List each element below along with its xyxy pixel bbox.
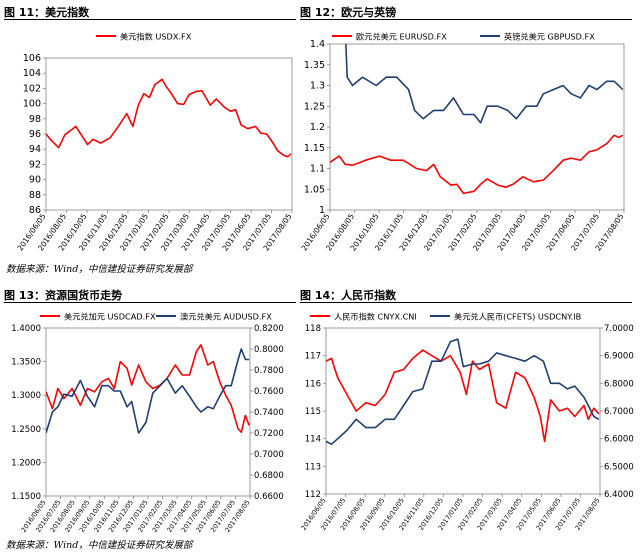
plot-frame	[45, 57, 293, 211]
rmb-index-chart: 112 113 114 115 116 117 118 6.4000 6.5000 6.6000 6…	[300, 312, 634, 532]
y2-tick-label: 6.8000	[604, 379, 634, 389]
y2-tick-label: 0.7000	[254, 450, 284, 460]
y-tick-label: 98	[29, 114, 41, 125]
series-line-1	[345, 44, 624, 124]
legend-label-1: 美元兑人民币(CFETS) USDCNY.IB	[454, 312, 582, 322]
y-tick-label: 96	[29, 129, 41, 140]
y2-tick-label: 0.7200	[254, 429, 284, 439]
y-tick-label: 90	[29, 175, 41, 186]
y2-tick-label: 0.6600	[254, 492, 284, 502]
legend-label-0: 人民币指数 CNYX.CNI	[334, 312, 417, 322]
series-line-0	[46, 78, 292, 158]
figure-14-rule	[300, 302, 632, 303]
y-tick-label: 1.2500	[11, 425, 41, 435]
eur-gbp-chart: 11.051.11.151.21.251.31.351.42016/06/052…	[299, 32, 625, 253]
y-tick-label: 1.2	[310, 122, 325, 133]
y2-tick-label: 0.7400	[254, 408, 284, 418]
y-tick-label: 1.1	[310, 164, 325, 175]
y-tick-label: 116	[305, 379, 321, 389]
y-tick-label: 92	[29, 159, 41, 170]
y2-tick-label: 6.9000	[604, 352, 634, 362]
y-tick-label: 114	[305, 435, 321, 445]
y-tick-label: 115	[305, 407, 321, 417]
figure-13-chart: 1.1500 1.2000 1.2500 1.3000 1.3500 1.4000 0.66…	[0, 306, 300, 534]
plot-frame	[329, 43, 625, 211]
y2-tick-label: 0.8000	[254, 345, 284, 355]
y-tick-label: 100	[23, 99, 41, 110]
y2-tick-label: 0.7800	[254, 366, 284, 376]
figure-13-title: 图 13：资源国货币走势	[4, 289, 123, 302]
figure-11-chart: 86 88 90 92 94 96 98 100 102 104 106 2016/06/05 2016…	[0, 24, 300, 262]
y-tick-label: 94	[29, 144, 41, 155]
y-tick-label: 1.15	[304, 143, 325, 154]
y-tick-label: 118	[305, 324, 321, 334]
y-tick-label: 112	[305, 490, 321, 500]
source-note-top: 数据来源：Wind，中信建投证券研究发展部	[6, 264, 193, 275]
series-line-1	[326, 338, 600, 445]
series-line-0	[330, 134, 624, 195]
figure-14-title: 图 14：人民币指数	[300, 289, 397, 302]
figure-12-chart: 1 1.05 1.1 1.15 1.2 1.25 1.3 1.35 1.4 2016/06/05 2…	[299, 24, 634, 262]
commodity-currency-chart: 1.1500 1.2000 1.2500 1.3000 1.3500 1.4000 0.66…	[11, 312, 284, 534]
y-tick-label: 1.2000	[11, 458, 41, 468]
y2-tick-label: 6.4000	[604, 490, 634, 500]
y2-tick-label: 6.7000	[604, 407, 634, 417]
y-tick-label: 86	[29, 205, 41, 216]
figure-13-rule	[4, 302, 296, 303]
y-tick-label: 1.25	[304, 101, 325, 112]
y2-tick-label: 0.8200	[254, 324, 284, 334]
figure-14-chart: 112 113 114 115 116 117 118 6.4000 6.5000 6.6000 6…	[300, 306, 634, 534]
legend-label-0: 美元兑加元 USDCAD.FX	[64, 312, 156, 322]
y2-tick-label: 6.5000	[604, 462, 634, 472]
usd-index-chart: 868890929496981001021041062016/06/052016…	[15, 32, 293, 253]
y2-tick-label: 0.7600	[254, 387, 284, 397]
y-tick-label: 88	[29, 190, 41, 201]
legend-label-1: 澳元兑美元 AUDUSD.FX	[180, 312, 272, 322]
y-tick-label: 1	[319, 205, 325, 216]
legend-label-1: 英镑兑美元 GBPUSD.FX	[504, 32, 595, 42]
figure-11-rule	[4, 19, 296, 20]
series-line-0	[326, 349, 600, 443]
y-tick-label: 1.1500	[11, 492, 41, 502]
y-tick-label: 1.3500	[11, 358, 41, 368]
y-tick-label: 1.05	[304, 184, 325, 195]
y2-tick-label: 7.0000	[604, 324, 634, 334]
y-tick-label: 104	[23, 68, 41, 79]
legend-label-0: 美元指数 USDX.FX	[120, 32, 192, 42]
y2-tick-label: 0.6800	[254, 471, 284, 481]
y-tick-label: 117	[305, 352, 321, 362]
y-tick-label: 102	[23, 83, 41, 94]
y-tick-label: 1.3	[310, 81, 325, 92]
legend-label-0: 欧元兑美元 EURUSD.FX	[356, 32, 447, 42]
figure-12-rule	[300, 19, 632, 20]
y-tick-label: 1.35	[304, 60, 325, 71]
figure-11-title: 图 11：美元指数	[4, 6, 90, 19]
y-tick-label: 106	[23, 53, 41, 64]
y-tick-label: 1.4	[310, 39, 325, 50]
y-tick-label: 1.3000	[11, 391, 41, 401]
y2-tick-label: 6.6000	[604, 435, 634, 445]
y-tick-label: 113	[305, 462, 321, 472]
source-note-bottom: 数据来源：Wind，中信建投证券研究发展部	[6, 540, 193, 551]
series-line-1	[46, 348, 250, 434]
figure-12-title: 图 12：欧元与英镑	[300, 6, 397, 19]
y-tick-label: 1.4000	[11, 324, 41, 334]
